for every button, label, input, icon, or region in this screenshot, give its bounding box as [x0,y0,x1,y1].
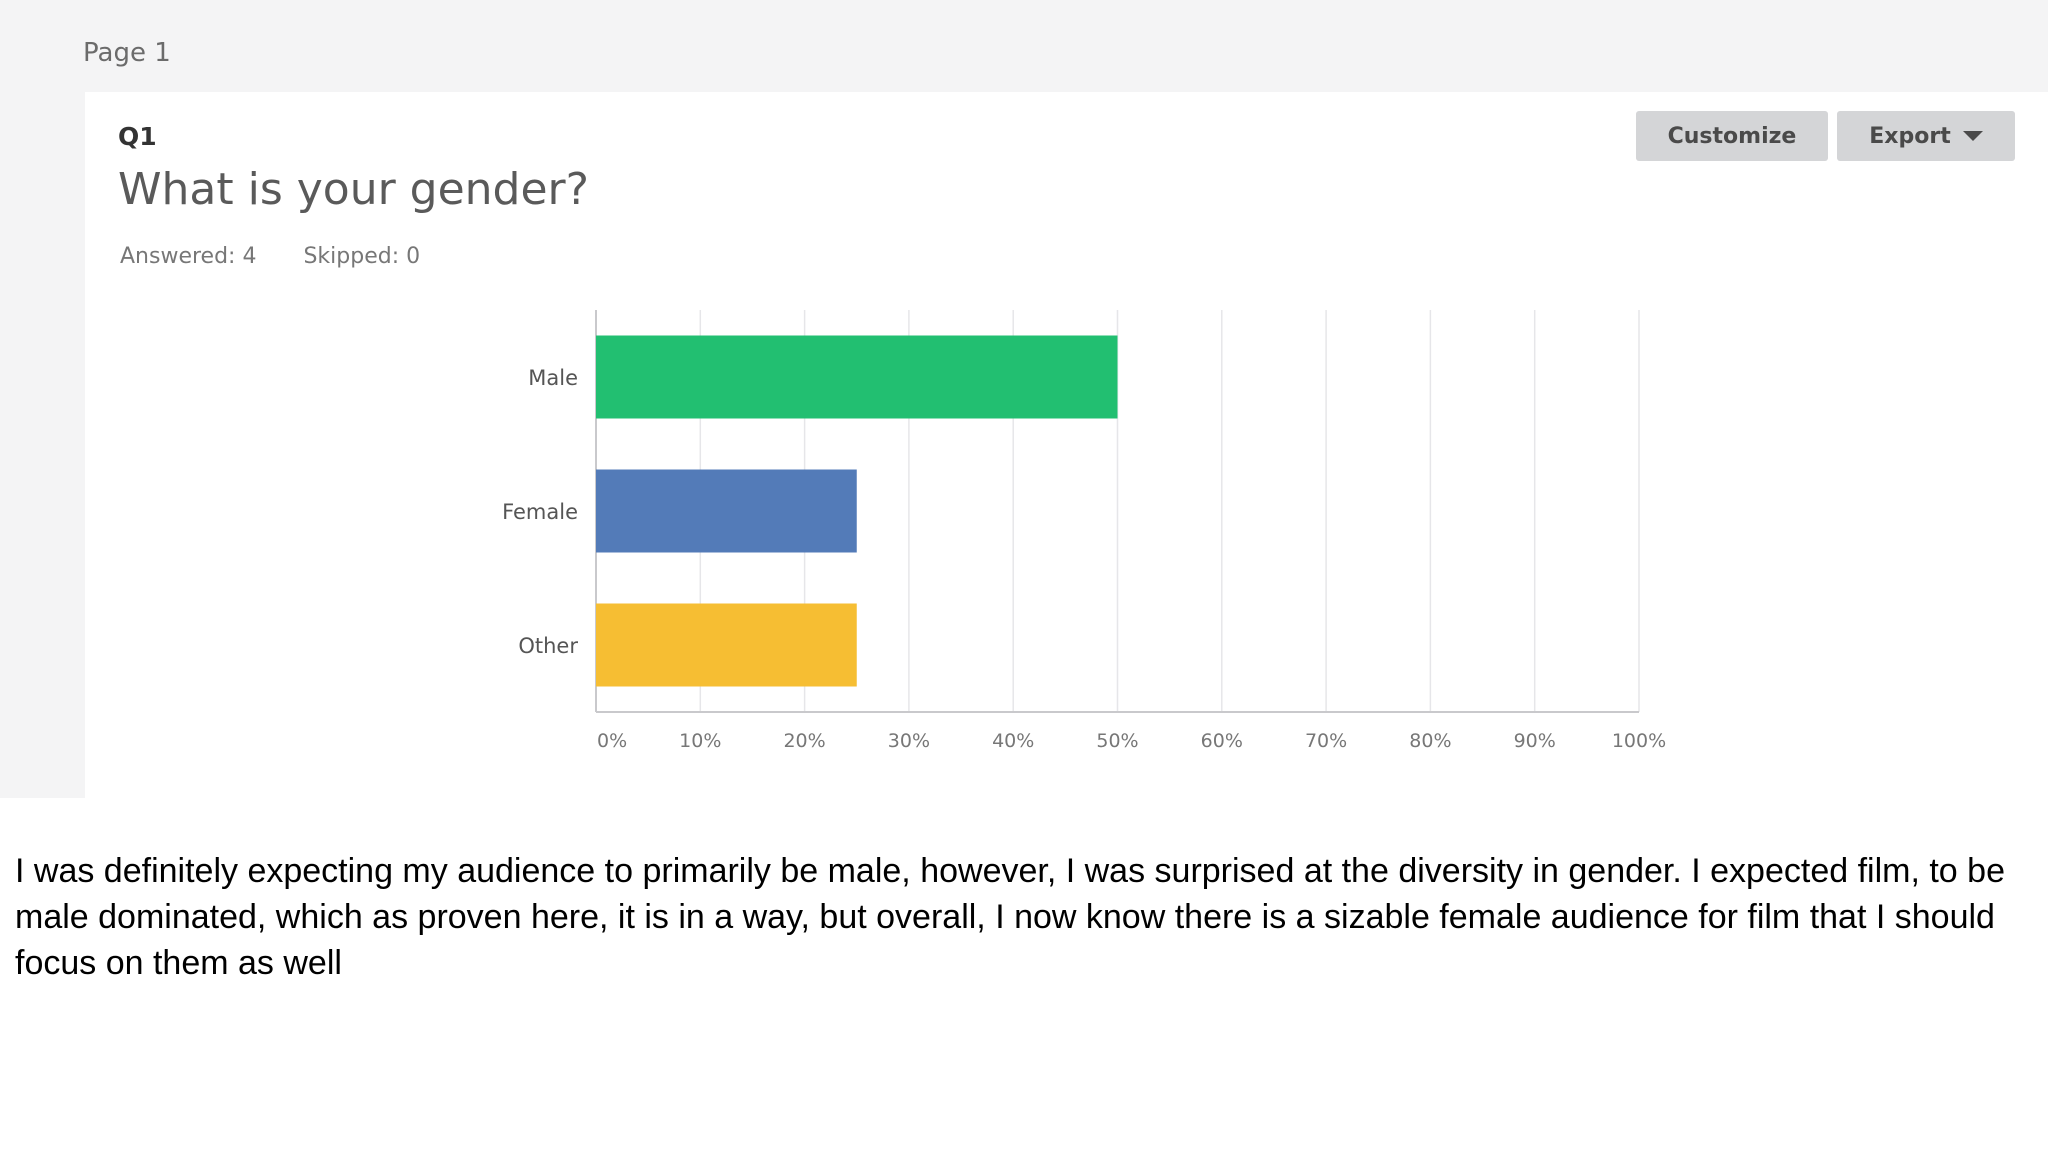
response-stats: Answered: 4 Skipped: 0 [120,244,460,269]
category-label: Female [502,500,578,524]
export-label: Export [1869,123,1951,149]
customize-button[interactable]: Customize [1636,111,1828,161]
gender-bar-chart: Male Female Other 0% 10% 20% 30% 40% 50% 60% 70% 80… [502,310,1666,752]
x-tick-label: 50% [1096,730,1138,752]
export-button[interactable]: Export [1837,111,2015,161]
question-card: Q1 What is your gender? Answered: 4 Skip… [85,92,2048,798]
skipped-count: Skipped: 0 [303,244,421,269]
x-tick-label: 30% [888,730,930,752]
bar-male [596,335,1118,419]
x-tick-label: 20% [783,730,825,752]
commentary-text: I was definitely expecting my audience t… [15,852,2005,982]
x-tick-label: 60% [1201,730,1243,752]
page-label: Page 1 [83,38,171,68]
question-title: What is your gender? [118,164,589,215]
question-number: Q1 [118,122,157,151]
x-tick-label: 90% [1514,730,1556,752]
x-tick-label: 10% [679,730,721,752]
x-tick-label: 100% [1612,730,1666,752]
bar-other [596,603,857,687]
customize-label: Customize [1667,123,1797,149]
chevron-down-icon [1962,131,1983,141]
answered-count: Answered: 4 [120,244,257,269]
x-tick-label: 0% [597,730,627,752]
bar-female [596,469,857,553]
category-label: Male [528,366,578,390]
category-label: Other [518,634,578,658]
x-tick-label: 80% [1409,730,1451,752]
x-tick-label: 70% [1305,730,1347,752]
x-tick-label: 40% [992,730,1034,752]
survey-screenshot: Page 1 Q1 What is your gender? Answered:… [0,0,2048,798]
